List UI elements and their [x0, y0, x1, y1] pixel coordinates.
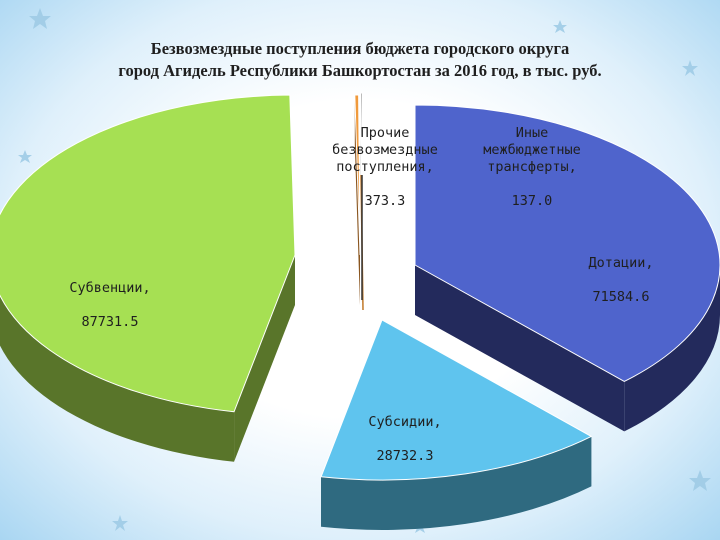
slice-dotatsii	[414, 104, 720, 382]
slice-wall-0-subventsii	[234, 255, 295, 462]
slice-label-subsidii-name: Субсидии,	[368, 414, 442, 430]
slice-prochie	[354, 94, 361, 256]
slice-label-dotatsii: Дотации, 71584.6	[546, 238, 696, 306]
chart-title-line-1: Безвозмездные поступления бюджета городс…	[150, 39, 570, 58]
slice-label-subventsii-name: Субвенции,	[69, 280, 151, 296]
slice-label-prochie-name: Прочие безвозмездные поступления,	[332, 125, 438, 175]
slice-label-subventsii: Субвенции, 87731.5	[50, 263, 170, 331]
slice-subsidii	[320, 319, 593, 481]
chart-title: Безвозмездные поступления бюджета городс…	[60, 38, 660, 82]
slice-label-subsidii-value: 28732.3	[376, 448, 434, 464]
slice-label-prochie-value: 373.3	[364, 193, 406, 209]
slice-label-subsidii: Субсидии, 28732.3	[345, 397, 465, 465]
slice-label-inye-name: Иные межбюджетные трансферты,	[483, 125, 581, 175]
slice-subventsii	[0, 94, 296, 413]
slice-label-dotatsii-name: Дотации,	[588, 255, 654, 271]
slice-label-inye-value: 137.0	[511, 193, 553, 209]
slice-side-subventsii	[0, 295, 235, 462]
slice-label-prochie: Прочие безвозмездные поступления, 373.3	[315, 108, 455, 210]
slice-label-inye: Иные межбюджетные трансферты, 137.0	[462, 108, 602, 210]
slice-side-dotatsii	[624, 265, 720, 432]
chart-title-line-2: город Агидель Республики Башкортостан за…	[118, 61, 602, 80]
slice-label-dotatsii-value: 71584.6	[592, 289, 650, 305]
slice-wall-1-dotatsii	[415, 265, 625, 432]
slice-label-subventsii-value: 87731.5	[81, 314, 139, 330]
slice-side-subsidii	[321, 436, 592, 530]
